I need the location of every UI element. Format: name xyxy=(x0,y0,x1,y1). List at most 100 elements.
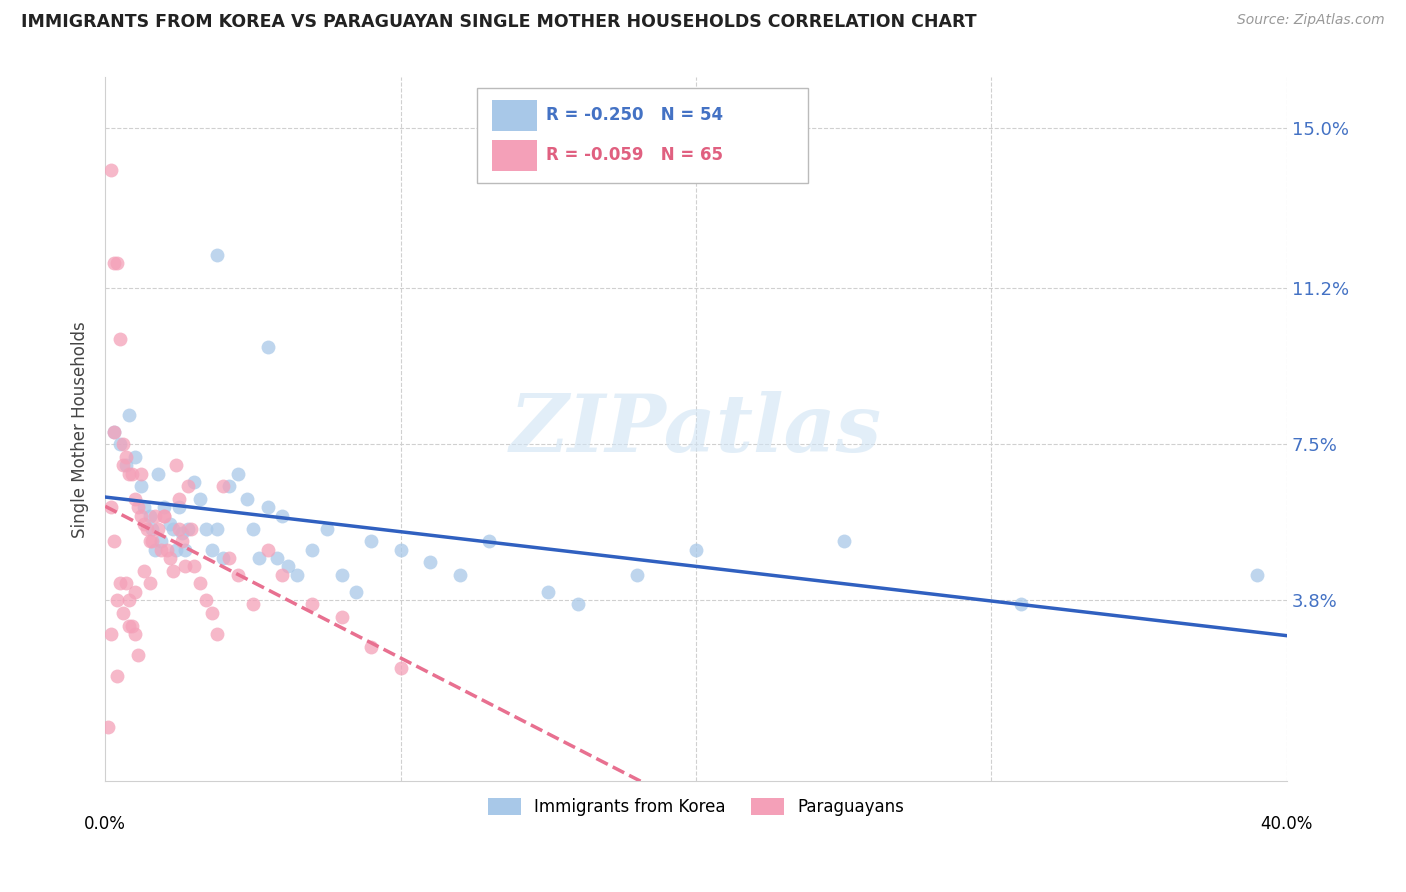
Point xyxy=(148,467,170,481)
Point xyxy=(148,522,170,536)
Point xyxy=(537,584,560,599)
Point xyxy=(271,568,294,582)
Point xyxy=(118,467,141,481)
Point xyxy=(188,576,211,591)
Text: R = -0.250   N = 54: R = -0.250 N = 54 xyxy=(546,105,723,124)
Point xyxy=(167,522,190,536)
Point xyxy=(100,500,122,515)
Point xyxy=(194,522,217,536)
Point xyxy=(1010,598,1032,612)
Point xyxy=(162,522,184,536)
Point xyxy=(177,479,200,493)
Point xyxy=(132,564,155,578)
Point xyxy=(832,534,855,549)
Point xyxy=(150,534,173,549)
Point xyxy=(145,542,167,557)
Point xyxy=(129,479,152,493)
Point xyxy=(121,618,143,632)
Text: ZIPatlas: ZIPatlas xyxy=(510,391,882,468)
Point xyxy=(153,508,176,523)
Point xyxy=(200,606,222,620)
Point xyxy=(167,491,190,506)
Point xyxy=(162,564,184,578)
Point xyxy=(124,584,146,599)
Text: 0.0%: 0.0% xyxy=(84,815,127,833)
Point xyxy=(129,508,152,523)
Point xyxy=(174,542,197,557)
Point xyxy=(159,551,181,566)
Point xyxy=(105,669,128,683)
Point xyxy=(159,517,181,532)
Point xyxy=(138,576,160,591)
Point xyxy=(138,534,160,549)
Point xyxy=(150,542,173,557)
Point xyxy=(330,610,353,624)
Point xyxy=(449,568,471,582)
Bar xyxy=(478,88,808,183)
Point xyxy=(218,551,240,566)
Point xyxy=(277,559,299,574)
Point xyxy=(170,525,193,540)
Point xyxy=(170,534,193,549)
Point xyxy=(115,450,138,464)
Point xyxy=(100,627,122,641)
Point xyxy=(389,661,412,675)
Point xyxy=(685,542,707,557)
Text: Source: ZipAtlas.com: Source: ZipAtlas.com xyxy=(1237,13,1385,28)
Point xyxy=(111,437,134,451)
Point xyxy=(478,534,501,549)
Text: R = -0.059   N = 65: R = -0.059 N = 65 xyxy=(546,145,723,163)
Point xyxy=(207,522,229,536)
Point xyxy=(141,534,163,549)
Point xyxy=(194,593,217,607)
Point xyxy=(344,584,367,599)
Point xyxy=(266,551,288,566)
Point xyxy=(226,568,249,582)
Point xyxy=(103,425,125,439)
Point xyxy=(121,467,143,481)
Bar xyxy=(492,101,537,131)
Point xyxy=(256,340,278,354)
Point xyxy=(105,256,128,270)
Point xyxy=(153,508,176,523)
Point xyxy=(247,551,270,566)
Point xyxy=(108,576,131,591)
Point xyxy=(100,163,122,178)
Point xyxy=(103,256,125,270)
Point xyxy=(132,517,155,532)
Point xyxy=(138,508,160,523)
Point xyxy=(124,491,146,506)
Point xyxy=(207,627,229,641)
Text: 40.0%: 40.0% xyxy=(1261,815,1313,833)
Point xyxy=(165,542,187,557)
Point xyxy=(360,534,382,549)
Point xyxy=(256,542,278,557)
Point xyxy=(115,576,138,591)
Point xyxy=(256,500,278,515)
Point xyxy=(127,500,149,515)
Point xyxy=(111,458,134,473)
Point xyxy=(389,542,412,557)
Point xyxy=(127,648,149,662)
Point xyxy=(103,425,125,439)
Point xyxy=(626,568,648,582)
Point xyxy=(118,618,141,632)
Point xyxy=(97,720,120,734)
Point xyxy=(118,593,141,607)
Point xyxy=(145,508,167,523)
Point xyxy=(177,522,200,536)
Point xyxy=(188,491,211,506)
Point xyxy=(156,542,179,557)
Point xyxy=(124,450,146,464)
Point xyxy=(567,598,589,612)
Point xyxy=(132,500,155,515)
Point xyxy=(103,534,125,549)
Bar xyxy=(492,140,537,170)
Point xyxy=(212,479,235,493)
Point xyxy=(174,559,197,574)
Point xyxy=(207,247,229,261)
Point xyxy=(135,522,157,536)
Text: IMMIGRANTS FROM KOREA VS PARAGUAYAN SINGLE MOTHER HOUSEHOLDS CORRELATION CHART: IMMIGRANTS FROM KOREA VS PARAGUAYAN SING… xyxy=(21,13,977,31)
Legend: Immigrants from Korea, Paraguayans: Immigrants from Korea, Paraguayans xyxy=(481,791,911,822)
Point xyxy=(118,408,141,422)
